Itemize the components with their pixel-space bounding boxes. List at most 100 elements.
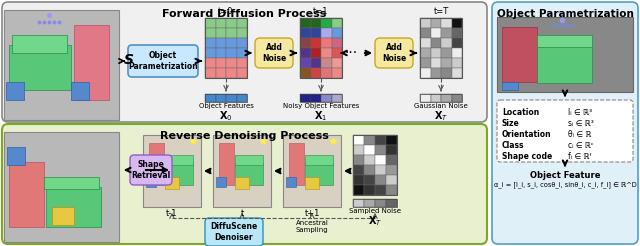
Bar [386, 199, 397, 207]
Bar [431, 18, 441, 28]
FancyBboxPatch shape [2, 2, 487, 122]
Bar [321, 58, 332, 68]
Bar [310, 48, 321, 58]
Bar [44, 177, 99, 189]
Bar [353, 135, 364, 145]
Bar [205, 94, 216, 102]
Text: Add
Noise: Add Noise [382, 43, 406, 63]
Bar [300, 58, 310, 68]
Bar [451, 28, 462, 38]
Text: Forward Diffusion Process: Forward Diffusion Process [163, 9, 326, 19]
Bar [386, 145, 397, 155]
Text: ···: ··· [344, 46, 358, 60]
Bar [364, 135, 375, 145]
Bar [332, 68, 342, 78]
Bar [386, 135, 397, 145]
Bar [364, 165, 375, 175]
Bar [310, 94, 321, 102]
Bar [420, 18, 462, 78]
Bar [300, 18, 310, 28]
Bar [9, 162, 44, 227]
Bar [420, 94, 431, 102]
Text: Sampled Noise: Sampled Noise [349, 208, 401, 214]
Bar [143, 135, 201, 207]
Bar [219, 143, 234, 185]
Bar [502, 82, 518, 90]
Bar [353, 135, 397, 195]
Bar [4, 132, 119, 242]
Bar [216, 177, 226, 187]
Bar [226, 38, 237, 48]
Bar [364, 175, 375, 185]
Bar [300, 68, 310, 78]
Text: DiffuScene
Denoiser: DiffuScene Denoiser [211, 222, 258, 242]
Bar [321, 38, 332, 48]
Text: Gaussian Noise: Gaussian Noise [414, 103, 468, 109]
Bar [321, 18, 332, 28]
Bar [451, 94, 462, 102]
Bar [386, 155, 397, 165]
Bar [451, 48, 462, 58]
Bar [205, 58, 216, 68]
Bar [353, 185, 364, 195]
Bar [431, 48, 441, 58]
Bar [321, 28, 332, 38]
Text: Noisy Object Features: Noisy Object Features [283, 103, 359, 109]
Bar [235, 155, 263, 165]
Bar [149, 143, 164, 185]
Bar [286, 177, 296, 187]
Bar [300, 28, 310, 38]
Text: t: t [241, 209, 244, 218]
Bar [420, 28, 431, 38]
Bar [420, 68, 431, 78]
Bar [364, 155, 375, 165]
Bar [332, 28, 342, 38]
Bar [216, 58, 226, 68]
Text: fᵢ ∈ ℝᶠ: fᵢ ∈ ℝᶠ [568, 152, 591, 161]
Bar [441, 58, 451, 68]
Bar [441, 28, 451, 38]
Bar [226, 58, 237, 68]
Text: t+1: t+1 [304, 209, 320, 218]
Bar [441, 18, 451, 28]
Text: t-1: t-1 [166, 209, 178, 218]
Text: Add
Noise: Add Noise [262, 43, 286, 63]
Bar [4, 10, 119, 120]
Bar [502, 27, 537, 82]
Bar [226, 28, 237, 38]
Text: t=0: t=0 [218, 7, 234, 16]
Bar [205, 18, 216, 28]
Bar [431, 94, 441, 102]
Bar [364, 199, 375, 207]
Text: Class: Class [502, 141, 525, 150]
FancyBboxPatch shape [205, 218, 263, 246]
Bar [375, 145, 386, 155]
Bar [364, 185, 375, 195]
Text: Orientation: Orientation [502, 130, 552, 139]
Bar [441, 48, 451, 58]
Bar [497, 17, 633, 92]
Bar [213, 135, 271, 207]
Bar [420, 18, 431, 28]
Bar [431, 28, 441, 38]
Bar [386, 165, 397, 175]
Bar [310, 68, 321, 78]
Bar [305, 177, 319, 189]
Bar [451, 58, 462, 68]
Bar [165, 155, 193, 165]
Bar [451, 38, 462, 48]
Text: $\mathbf{X}_1$: $\mathbf{X}_1$ [314, 109, 328, 123]
Bar [305, 155, 333, 165]
Bar [226, 48, 237, 58]
Text: sᵢ ∈ ℝ³: sᵢ ∈ ℝ³ [568, 119, 593, 128]
Bar [321, 94, 332, 102]
Bar [310, 38, 321, 48]
Bar [310, 58, 321, 68]
Bar [216, 38, 226, 48]
Text: t=T: t=T [433, 7, 449, 16]
FancyBboxPatch shape [130, 155, 172, 185]
Bar [52, 207, 74, 225]
Bar [537, 45, 592, 83]
Bar [205, 48, 216, 58]
Bar [235, 177, 249, 189]
